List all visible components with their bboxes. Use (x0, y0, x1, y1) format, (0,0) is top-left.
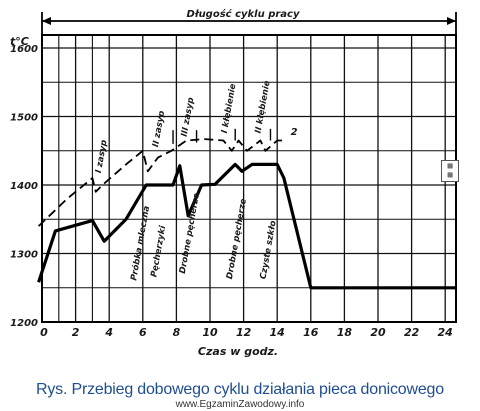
y-tick-label: 1500 (10, 113, 38, 124)
y-tick-label: 1300 (10, 250, 38, 261)
x-tick-label: 12 (236, 326, 252, 339)
watermark: www.EgzaminZawodowy.info (175, 399, 305, 410)
x-tick-label: 2 (72, 326, 80, 339)
annotation-label: Czyste szkło (259, 220, 279, 280)
duration-arrow-left-head (42, 17, 51, 25)
annotation-label: 2 (291, 127, 298, 138)
plot-border (41, 34, 457, 323)
tick-labels: 0 2 4 6 8 10 12 14 16 18 20 22 241200130014001500160… (10, 44, 453, 339)
scan-artifact-icon: ▦ ▦ (441, 160, 459, 182)
annotation-label: Drobne pęcherze (225, 198, 249, 280)
figure-caption: Rys. Przebieg dobowego cyklu działania p… (36, 381, 444, 398)
x-tick-label: 10 (202, 326, 218, 339)
x-tick-label: 14 (270, 326, 285, 339)
annotation-label: II kłębienie (254, 80, 273, 135)
duration-arrow-right-head (447, 17, 456, 25)
x-tick-label: 20 (370, 326, 386, 339)
x-tick-label: 0 (40, 326, 48, 339)
y-tick-label: 1600 (10, 44, 38, 55)
annotation-label: II zasyp (151, 110, 167, 148)
y-tick-label: 1400 (10, 181, 38, 192)
x-tick-label: 16 (303, 326, 319, 339)
x-tick-label: 22 (404, 326, 420, 339)
x-tick-label: 24 (438, 326, 453, 339)
x-tick-label: 8 (173, 326, 181, 339)
top-label: Długość cyklu pracy (187, 8, 300, 20)
annotation-label: Drobne pęcherze (178, 192, 202, 274)
grid (41, 35, 456, 323)
y-axis-label: t°C (10, 35, 29, 48)
annotation-label: Próbka mleczna (128, 205, 152, 282)
x-tick-label: 18 (337, 326, 353, 339)
annotation-label: Pęcherzyki (149, 224, 168, 278)
y-tick-label: 1200 (10, 318, 38, 329)
annotation-label: I zasyp (94, 139, 110, 174)
x-axis-label: Czas w godz. (198, 345, 278, 358)
series-line-solid (37, 162, 456, 290)
x-tick-label: 4 (104, 326, 113, 339)
x-tick-label: 6 (139, 326, 147, 339)
series-line-dashed (37, 138, 284, 227)
annotation-label: I kłębienie (220, 83, 239, 134)
series-layer (37, 138, 456, 290)
